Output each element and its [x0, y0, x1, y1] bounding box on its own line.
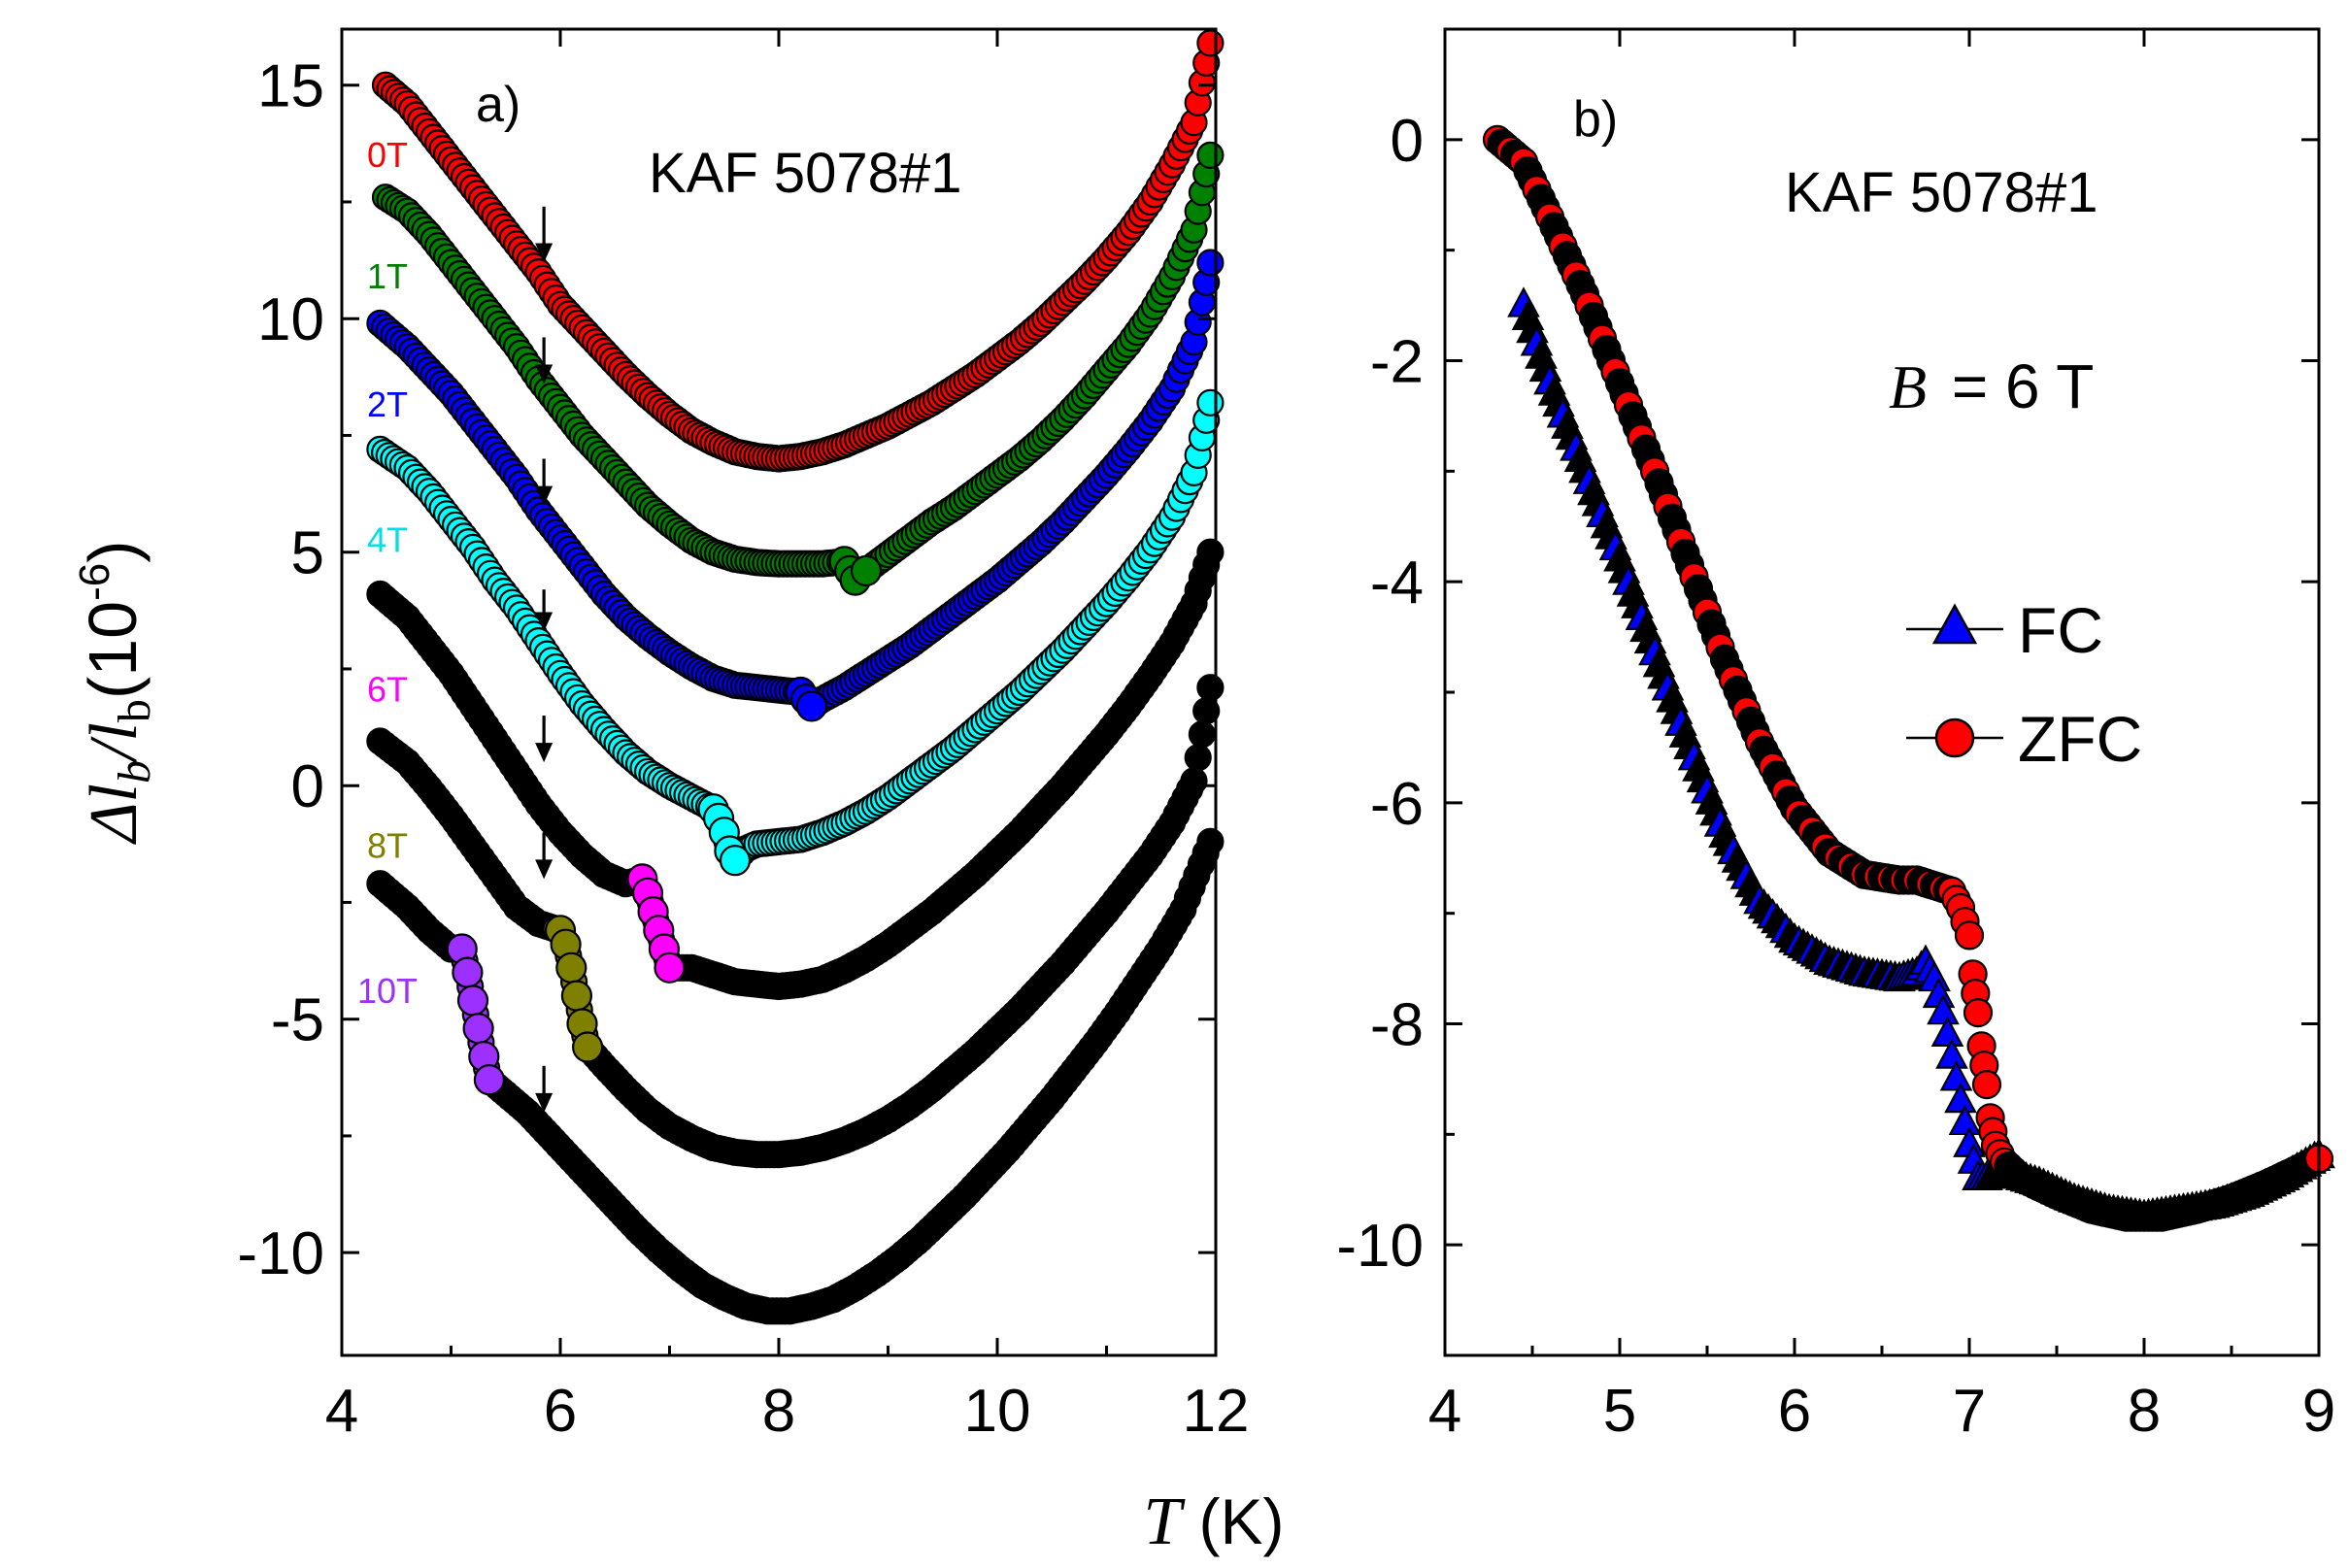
x-tick-label-b-5: 5 — [1603, 1378, 1636, 1445]
x-axis-title: T (K) — [1144, 1485, 1285, 1559]
panel-a-label: a) — [476, 77, 520, 133]
arrow-down-icon-4 — [535, 743, 554, 763]
point-b-FC-98 — [1935, 1038, 1968, 1069]
x-tick-label-a-4: 4 — [325, 1378, 358, 1445]
point-b-FC-97 — [1930, 1016, 1964, 1047]
y-tick-label-b--10: -10 — [1336, 1213, 1424, 1280]
x-tick-label-a-8: 8 — [762, 1378, 795, 1445]
point-b-FC-96 — [1927, 993, 1960, 1025]
x-tick-label-b-8: 8 — [2128, 1378, 2161, 1445]
x-tick-label-a-6: 6 — [544, 1378, 577, 1445]
field-annotation-var: B — [1889, 352, 1927, 421]
point-a-8T-192 — [1188, 720, 1217, 749]
y-axis-title-close: ) — [75, 540, 151, 562]
y-axis-title: Δlb/lb(10-6) — [71, 540, 160, 845]
y-tick-label-b--4: -4 — [1370, 550, 1424, 617]
y-tick-label-a--5: -5 — [271, 987, 324, 1054]
field-label-2T: 2T — [367, 384, 408, 424]
legend-fc-triangle-icon — [1931, 603, 1978, 645]
transition-point-a-8T-13 — [571, 1031, 604, 1063]
y-tick-label-b--6: -6 — [1370, 771, 1424, 838]
point-b-ZFC-108 — [1954, 920, 1985, 951]
x-tick-label-b-4: 4 — [1428, 1378, 1461, 1445]
point-b-FC-100 — [1944, 1082, 1977, 1114]
x-tick-label-b-9: 9 — [2302, 1378, 2335, 1445]
point-b-ZFC-111 — [1963, 997, 1994, 1028]
arrow-down-icon-3 — [535, 612, 554, 632]
panel-a-title: KAF 5078#1 — [649, 142, 961, 205]
transition-point-a-10T-9 — [473, 1064, 505, 1096]
field-label-6T: 6T — [367, 670, 408, 710]
panel-a: 4 6 8 10 12 15 10 5 0 -5 -10 0T 1T 2T 4T 6T 8T 10T a) KA… — [237, 27, 1249, 1445]
arrow-down-icon-2 — [535, 485, 554, 506]
x-axis-title-var: T — [1144, 1485, 1187, 1559]
transition-point-a-1T-24 — [850, 554, 883, 587]
point-a-8T-194 — [1196, 674, 1225, 702]
arrow-down-icon-6 — [535, 1092, 554, 1113]
field-label-8T: 8T — [367, 826, 408, 866]
x-tick-label-b-7: 7 — [1953, 1378, 1986, 1445]
panel-b-data — [1482, 124, 2335, 1232]
y-tick-label-a-0: 0 — [291, 753, 324, 820]
point-a-8T-190 — [1180, 767, 1208, 795]
point-b-FC-99 — [1939, 1060, 1973, 1091]
y-tick-label-b--8: -8 — [1370, 992, 1424, 1059]
panel-b-label: b) — [1573, 91, 1618, 148]
panel-b: 4 5 6 7 8 9 0 -2 -4 -6 -8 -10 b) KAF 5078#1 B = 6 T… — [1336, 27, 2335, 1445]
y-tick-label-a-10: 10 — [257, 286, 324, 353]
x-tick-label-b-6: 6 — [1778, 1378, 1811, 1445]
point-a-1T-191 — [1196, 141, 1225, 169]
field-annotation: B = 6 T — [1889, 351, 2094, 421]
transition-point-a-8T-11 — [560, 980, 593, 1012]
legend-zfc-circle-icon — [1934, 717, 1975, 758]
panel-a-field-labels: 0T 1T 2T 4T 6T 8T 10T — [357, 135, 418, 1011]
transition-point-a-10T-7 — [462, 1013, 494, 1045]
arrow-down-icon-5 — [535, 859, 554, 880]
point-b-FC-101 — [1948, 1104, 1982, 1136]
x-tick-label-a-10: 10 — [964, 1378, 1031, 1445]
y-axis-title-sub1: b — [109, 760, 160, 784]
panel-b-title: KAF 5078#1 — [1785, 161, 2097, 224]
transition-point-a-8T-10 — [555, 951, 587, 984]
field-label-0T: 0T — [367, 135, 408, 175]
y-tick-label-b-0: 0 — [1391, 108, 1424, 175]
field-label-4T: 4T — [367, 520, 408, 560]
legend: FC ZFC — [1906, 594, 2142, 775]
panel-a-data — [366, 29, 1225, 1325]
field-label-10T: 10T — [357, 971, 418, 1011]
arrow-down-icon-1 — [535, 364, 554, 384]
transition-point-a-6T-17 — [654, 951, 686, 984]
y-tick-label-a-5: 5 — [291, 520, 324, 587]
point-b-ZFC-114 — [1971, 1069, 2002, 1100]
y-axis-title-unit: (10 — [75, 601, 151, 699]
point-a-0T-189 — [1196, 29, 1225, 57]
y-axis-title-mid: /l — [77, 722, 151, 764]
y-axis-title-sub2: b — [109, 699, 160, 722]
transition-point-a-10T-5 — [452, 956, 484, 988]
field-label-1T: 1T — [367, 256, 408, 296]
point-a-2T-192 — [1196, 249, 1225, 277]
arrow-down-icon-0 — [535, 243, 554, 263]
point-a-8T-191 — [1184, 744, 1212, 772]
y-tick-label-b--2: -2 — [1370, 329, 1424, 396]
panel-b-ticks: 4 5 6 7 8 9 0 -2 -4 -6 -8 -10 — [1336, 27, 2335, 1445]
y-axis-title-main: Δl — [77, 784, 151, 846]
point-a-10T-194 — [1196, 827, 1225, 856]
y-tick-label-a-15: 15 — [257, 53, 324, 120]
panel-a-arrows — [535, 206, 554, 1113]
panel-a-ticks: 4 6 8 10 12 15 10 5 0 -5 -10 — [237, 29, 1249, 1445]
legend-fc-label: FC — [2018, 594, 2103, 666]
y-axis-title-exponent: -6 — [71, 563, 118, 601]
y-tick-label-a--10: -10 — [237, 1220, 324, 1287]
transition-point-a-4T-19 — [719, 845, 752, 877]
field-annotation-value: = 6 T — [1952, 351, 2094, 421]
point-a-4T-194 — [1196, 388, 1225, 417]
panel-b-frame — [1443, 27, 2321, 1357]
legend-zfc-label: ZFC — [2018, 703, 2142, 775]
x-axis-title-unit: (K) — [1198, 1485, 1284, 1557]
transition-point-a-10T-6 — [456, 984, 489, 1017]
x-tick-label-a-12: 12 — [1183, 1378, 1250, 1445]
transition-point-a-2T-21 — [795, 690, 827, 722]
